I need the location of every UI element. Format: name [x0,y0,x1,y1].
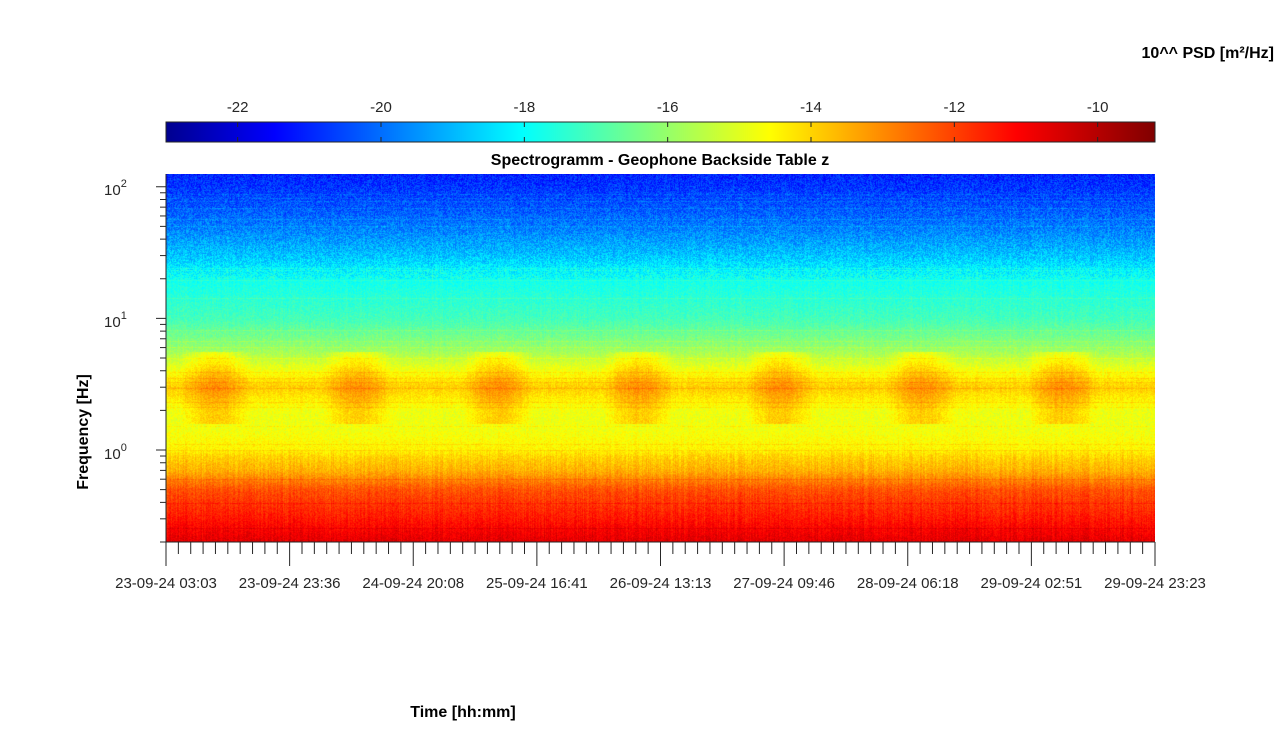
colorbar-frame [165,121,1156,143]
y-tick-labels: 102 101 100 [104,178,127,463]
x-tick-label: 29-09-24 02:51 [981,575,1083,592]
y-tick-label: 100 [104,442,127,463]
x-axis-ticks [165,542,1156,566]
colorbar-ticks [237,122,1099,142]
x-tick-label: 24-09-24 20:08 [362,575,464,592]
colorbar-tick-label: -12 [943,99,965,116]
colorbar-tick-labels: -22 -20 -18 -16 -14 -12 -10 [227,99,1109,116]
x-tick-label: 29-09-24 23:23 [1104,575,1206,592]
colorbar-tick-label: -22 [227,99,249,116]
colorbar-tick-label: -18 [513,99,535,116]
y-tick-label: 101 [104,310,127,331]
colorbar-tick-label: -16 [657,99,679,116]
x-axis-label: Time [hh:mm] [410,704,515,721]
x-tick-label: 25-09-24 16:41 [486,575,588,592]
spectrogram-image [166,174,1155,542]
colorbar-tick-label: -20 [370,99,392,116]
colorbar-gradient [166,122,1155,142]
colorbar: 10^^ PSD [m²/Hz] -22 -20 -18 -16 -14 -12 -10 [165,45,1274,143]
colorbar-label: 10^^ PSD [m²/Hz] [1142,45,1274,62]
colorbar-tick-label: -14 [800,99,822,116]
x-tick-label: 23-09-24 23:36 [239,575,341,592]
x-tick-labels: 23-09-24 03:03 23-09-24 23:36 24-09-24 20:… [115,575,1206,592]
chart-title: Spectrogramm - Geophone Backside Table z [491,152,829,169]
plot-area [156,174,1156,566]
y-tick-label: 102 [104,178,127,199]
y-axis-ticks [156,186,166,543]
y-axis-label: Frequency [Hz] [75,374,92,490]
colorbar-tick-label: -10 [1087,99,1109,116]
x-tick-label: 23-09-24 03:03 [115,575,217,592]
x-tick-label: 27-09-24 09:46 [733,575,835,592]
x-tick-label: 28-09-24 06:18 [857,575,959,592]
x-tick-label: 26-09-24 13:13 [610,575,712,592]
